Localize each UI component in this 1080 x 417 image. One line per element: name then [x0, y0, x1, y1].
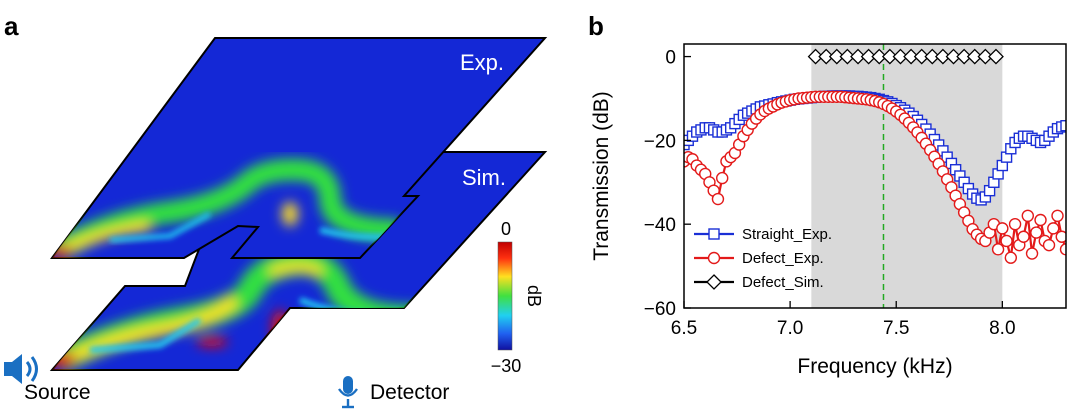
plot-frame — [683, 43, 1067, 309]
data-point-defect-sim — [934, 48, 951, 65]
exp-plane-label: Exp. — [460, 50, 504, 75]
data-point-defect-exp — [711, 192, 725, 206]
sim-field-map — [52, 248, 421, 370]
data-point-defect-sim — [903, 48, 919, 65]
data-point-defect-sim — [881, 48, 898, 65]
legend-marker-defect-sim — [706, 274, 722, 290]
data-point-defect-sim — [913, 48, 930, 65]
source-label: Source — [24, 381, 91, 404]
colorbar: 0 −30 dB — [491, 219, 544, 376]
data-point-defect-exp — [1008, 217, 1022, 231]
legend-label-straight-exp: Straight_Exp. — [742, 226, 832, 243]
series-layer — [684, 48, 1066, 264]
data-point-defect-exp — [1034, 213, 1047, 227]
x-axis-ticks: 6.5 7.0 7.5 8.0 — [671, 301, 1016, 339]
data-point-defect-exp — [1021, 209, 1035, 223]
series-defect-sim — [807, 48, 1004, 65]
data-point-defect-exp — [1047, 222, 1060, 235]
panel-b: b 6.5 7.0 7.5 8.0 0 −20 −40 −60 Frequency (kHz… — [588, 11, 1067, 378]
data-point-defect-sim — [945, 48, 962, 65]
sim-plane-label: Sim. — [462, 165, 506, 190]
panel-b-letter: b — [588, 11, 604, 41]
y-axis-ticks: 0 −20 −40 −60 — [644, 48, 691, 320]
data-point-defect-exp — [1051, 209, 1064, 223]
legend: Straight_Exp. Defect_Exp. Defect_Sim. — [694, 226, 832, 291]
data-point-defect-sim — [977, 48, 994, 65]
bandgap-shading — [811, 44, 1003, 308]
detector-label: Detector — [370, 381, 449, 404]
data-point-defect-sim — [850, 48, 866, 65]
data-point-defect-sim — [966, 48, 983, 65]
data-point-defect-sim — [924, 48, 941, 65]
data-point-defect-exp — [1000, 234, 1013, 248]
legend-marker-defect-exp — [707, 251, 721, 265]
y-axis-title: Transmission (dB) — [590, 91, 613, 261]
data-point-defect-sim — [988, 48, 1004, 65]
data-point-defect-sim — [839, 48, 856, 65]
x-tick-label: 7.5 — [883, 318, 909, 339]
detector: Detector — [338, 376, 449, 409]
data-point-defect-exp — [991, 243, 1005, 256]
legend-label-defect-sim: Defect_Sim. — [742, 274, 824, 291]
data-point-defect-sim — [818, 48, 835, 65]
data-point-defect-sim — [807, 48, 824, 65]
y-tick-label: −20 — [644, 131, 676, 152]
colorbar-unit-label: dB — [524, 285, 544, 307]
x-tick-label: 6.5 — [671, 318, 697, 339]
source: Source — [4, 354, 91, 404]
speaker-icon — [4, 354, 38, 384]
colorbar-min-label: −30 — [491, 356, 522, 376]
data-point-defect-exp — [716, 171, 729, 185]
sim-plane: Sim. — [49, 151, 548, 371]
panel-a: a Sim. — [4, 11, 548, 409]
y-tick-label: −40 — [644, 215, 676, 236]
x-tick-label: 7.0 — [777, 318, 803, 339]
data-point-defect-sim — [871, 48, 888, 65]
colorbar-max-label: 0 — [501, 219, 511, 239]
data-point-defect-exp — [1025, 247, 1039, 260]
y-tick-label: −60 — [644, 299, 676, 320]
legend-marker-straight-exp — [708, 228, 720, 240]
colorbar-gradient — [497, 241, 513, 351]
microphone-icon — [338, 376, 358, 409]
x-axis-title: Frequency (kHz) — [797, 355, 952, 378]
data-point-defect-exp — [1004, 251, 1018, 264]
series-defect-exp — [684, 90, 1066, 264]
data-point-defect-sim — [828, 48, 845, 65]
data-point-defect-exp — [1017, 230, 1030, 243]
data-point-defect-sim — [956, 48, 973, 65]
data-point-defect-sim — [860, 48, 877, 65]
x-tick-label: 8.0 — [989, 318, 1015, 339]
data-point-straight-exp — [1060, 120, 1066, 132]
panel-a-letter: a — [4, 11, 19, 41]
data-point-defect-exp — [996, 222, 1009, 235]
transmission-chart: 6.5 7.0 7.5 8.0 0−20−40−60 Frequency (kHz) … — [590, 43, 1067, 378]
legend-label-defect-exp: Defect_Exp. — [742, 250, 824, 267]
y-tick-label: 0 — [665, 48, 676, 69]
data-point-defect-sim — [892, 48, 909, 65]
data-point-defect-exp — [1042, 238, 1056, 252]
data-point-defect-exp — [1030, 226, 1043, 239]
data-point-defect-exp — [1055, 230, 1066, 243]
data-point-defect-exp — [1059, 243, 1066, 256]
